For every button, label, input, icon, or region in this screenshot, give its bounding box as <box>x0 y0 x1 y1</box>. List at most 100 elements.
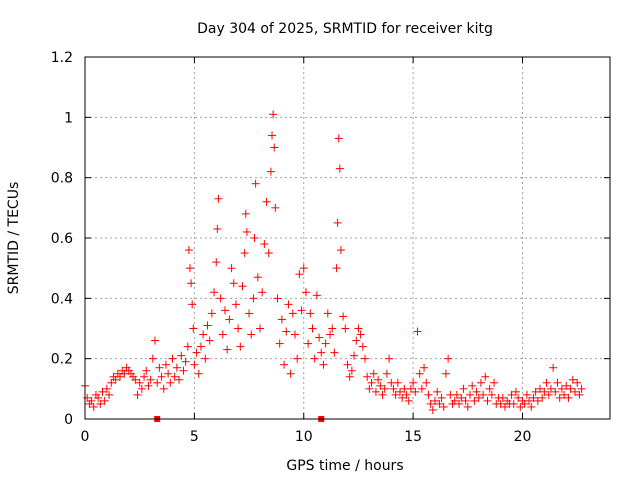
data-point <box>194 369 203 378</box>
data-point <box>380 384 389 393</box>
data-point <box>332 264 341 273</box>
data-point <box>262 197 271 206</box>
data-point <box>151 336 159 345</box>
data-point <box>422 378 431 387</box>
data-point <box>148 354 157 363</box>
data-point <box>94 393 103 402</box>
data-point <box>253 273 262 282</box>
data-point <box>374 375 383 384</box>
data-point <box>323 309 332 318</box>
data-point <box>354 324 363 333</box>
data-point <box>201 354 210 363</box>
y-tick-label: 1 <box>64 110 73 126</box>
data-point <box>566 384 575 393</box>
data-point <box>551 387 560 396</box>
data-point <box>527 402 536 411</box>
data-point <box>415 369 424 378</box>
data-point <box>468 381 477 390</box>
data-point <box>242 227 251 236</box>
data-point <box>216 294 225 303</box>
data-point <box>223 345 232 354</box>
data-point <box>522 390 531 399</box>
data-point <box>409 378 418 387</box>
data-point <box>275 339 284 348</box>
data-point <box>433 387 442 396</box>
data-point <box>241 209 250 218</box>
data-point <box>411 387 420 396</box>
data-point <box>455 399 464 408</box>
data-point <box>439 402 448 411</box>
data-point <box>536 384 544 393</box>
data-point <box>553 378 562 387</box>
data-point <box>306 309 315 318</box>
data-point <box>529 393 538 402</box>
data-point <box>277 315 286 324</box>
data-point <box>192 348 201 357</box>
data-point <box>555 393 564 402</box>
data-point <box>144 381 153 390</box>
data-point <box>350 351 359 360</box>
data-point <box>161 360 170 369</box>
data-point <box>444 354 453 363</box>
data-point <box>319 360 328 369</box>
data-point <box>435 399 444 408</box>
data-point <box>240 249 249 258</box>
data-point <box>514 393 523 402</box>
data-point <box>483 396 492 405</box>
data-point <box>273 294 282 303</box>
data-point <box>137 384 146 393</box>
data-point <box>546 384 555 393</box>
data-point <box>557 384 566 393</box>
data-point <box>183 342 192 351</box>
data-point <box>213 224 222 233</box>
data-point <box>501 402 509 411</box>
data-point <box>111 375 120 384</box>
data-point <box>472 387 481 396</box>
data-point <box>577 384 586 393</box>
y-tick-label: 0.2 <box>51 352 73 368</box>
data-point <box>474 393 483 402</box>
data-point <box>214 194 223 203</box>
data-point <box>291 330 299 339</box>
data-point <box>573 378 582 387</box>
data-point <box>376 381 385 390</box>
data-point <box>420 363 429 372</box>
data-point <box>135 378 144 387</box>
data-point <box>190 360 199 369</box>
data-point <box>231 300 240 309</box>
data-point <box>293 354 302 363</box>
data-point <box>330 348 339 357</box>
data-point <box>308 324 317 333</box>
data-point <box>142 366 151 375</box>
data-point <box>89 402 98 411</box>
data-point <box>140 372 149 381</box>
data-point <box>544 390 553 399</box>
data-point <box>264 249 273 258</box>
data-point <box>247 330 256 339</box>
data-point <box>378 390 387 399</box>
data-point <box>166 378 175 387</box>
data-point <box>457 393 466 402</box>
data-point <box>571 387 579 396</box>
data-point <box>540 387 549 396</box>
data-point <box>250 234 259 242</box>
data-point <box>406 384 415 393</box>
data-point <box>361 354 369 363</box>
data-point <box>234 324 243 333</box>
x-tick-label: 5 <box>190 429 199 445</box>
data-point <box>107 378 116 387</box>
data-point <box>382 369 391 378</box>
data-point <box>326 330 334 339</box>
grid <box>85 57 610 419</box>
data-point <box>402 390 411 399</box>
data-point <box>218 330 227 339</box>
data-point <box>496 399 505 408</box>
data-point <box>187 279 196 288</box>
data-point <box>562 381 571 390</box>
y-axis-label: SRMTID / TECUs <box>6 182 22 295</box>
data-point <box>189 324 198 333</box>
data-point <box>533 396 542 405</box>
data-point <box>356 330 365 339</box>
data-point <box>284 300 293 309</box>
data-point <box>227 264 236 273</box>
